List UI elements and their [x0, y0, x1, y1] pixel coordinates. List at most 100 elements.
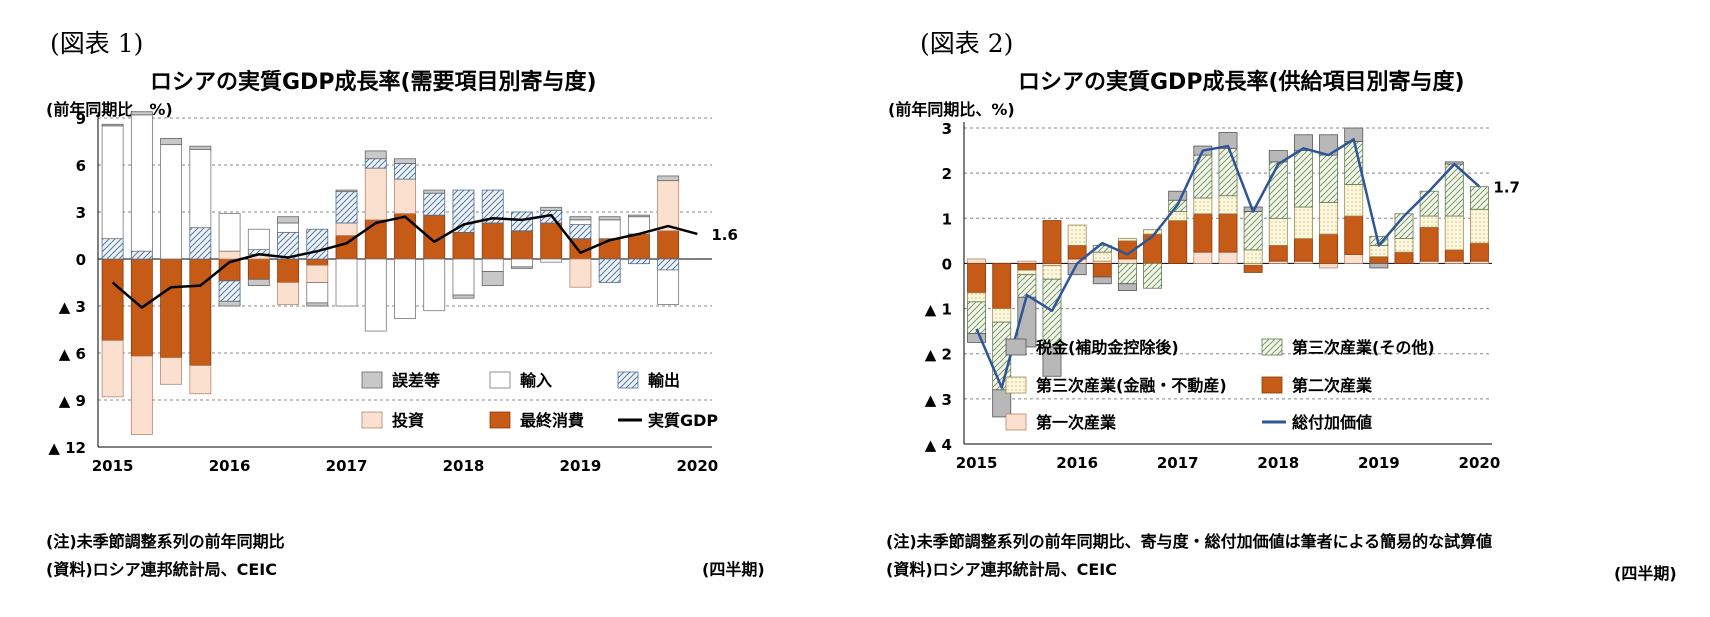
bar-consumption-2015q3 — [160, 258, 183, 359]
bar-secondary-industry-2018q2 — [1293, 238, 1313, 262]
bar-exports-2019q3 — [627, 258, 650, 265]
bar-discrepancy-2019q3 — [627, 214, 650, 218]
bar-secondary-industry-2019q4 — [1444, 249, 1464, 262]
bar-exports-2016q1 — [218, 280, 241, 302]
bar-discrepancy-2015q2 — [130, 111, 153, 116]
bar-tertiary-finance-2018q3 — [1319, 202, 1339, 235]
legend-swatch-imports — [489, 371, 511, 389]
bar-taxes-2016q3 — [1117, 283, 1137, 291]
bar-tertiary-finance-2016q3 — [1117, 238, 1137, 242]
figure-1-x-unit: (四半期) — [702, 560, 765, 579]
legend-label-secondary-industry: 第二次産業 — [1292, 376, 1373, 395]
y-tick-label: ▲ 1 — [925, 301, 952, 319]
y-tick-label: ▲ 2 — [925, 346, 952, 364]
legend-label-investment: 投資 — [392, 411, 424, 430]
bar-taxes-2015q1 — [967, 332, 987, 343]
bar-secondary-industry-2018q1 — [1268, 244, 1288, 262]
bar-tertiary-other-2018q1 — [1268, 161, 1288, 219]
bar-investment-2016q3 — [277, 282, 299, 305]
bar-exports-2015q1 — [101, 238, 124, 260]
bar-secondary-industry-2017q3 — [1218, 213, 1238, 253]
legend-label-gross-value-added: 総付加価値 — [1292, 413, 1372, 432]
line-gross-value-added — [975, 138, 1481, 389]
bar-imports-2019q4 — [657, 269, 680, 305]
bar-consumption-2016q3 — [277, 258, 299, 283]
figure-2-label: (図表 2) — [920, 29, 1014, 58]
bar-discrepancy-2016q3 — [277, 216, 299, 224]
bar-investment-2017q3 — [394, 178, 416, 214]
y-tick-label: 3 — [76, 204, 86, 222]
bar-secondary-industry-2019q3 — [1419, 226, 1439, 262]
bar-discrepancy-2019q4 — [657, 175, 680, 182]
legend-label-taxes: 税金(補助金控除後) — [1036, 338, 1179, 357]
x-tick-label: 2020 — [1459, 454, 1501, 472]
bar-tertiary-finance-2016q1 — [1067, 224, 1087, 246]
bar-tertiary-finance-2018q2 — [1293, 206, 1313, 240]
x-tick-label: 2017 — [1157, 454, 1199, 472]
y-tick-label: ▲ 6 — [59, 345, 86, 363]
bar-investment-2015q3 — [160, 357, 183, 385]
bar-exports-2015q4 — [189, 227, 212, 260]
bar-discrepancy-2018q1 — [452, 294, 475, 299]
bar-taxes-2019q1 — [1369, 263, 1389, 269]
bar-consumption-2016q2 — [247, 258, 270, 280]
legend-swatch-taxes — [1005, 338, 1027, 356]
bar-imports-2015q2 — [130, 114, 153, 252]
bar-discrepancy-2017q2 — [364, 150, 387, 160]
bar-exports-2019q2 — [598, 258, 621, 283]
bar-secondary-industry-2017q2 — [1193, 213, 1213, 253]
bar-investment-2017q2 — [364, 167, 387, 221]
end-value-label: 1.6 — [711, 226, 738, 244]
bar-primary-industry-2018q4 — [1344, 253, 1364, 264]
bar-tertiary-finance-2019q3 — [1419, 215, 1439, 228]
y-tick-label: 6 — [76, 157, 86, 175]
bar-imports-2017q1 — [335, 258, 358, 307]
bar-secondary-industry-2015q3 — [1017, 263, 1037, 271]
legend-label-exports: 輸出 — [648, 371, 680, 390]
bar-exports-2015q2 — [130, 250, 153, 260]
bar-exports-2017q1 — [335, 191, 358, 224]
legend-label-tertiary-finance: 第三次産業(金融・不動産) — [1036, 376, 1227, 395]
bar-tertiary-finance-2017q3 — [1218, 195, 1238, 215]
bar-consumption-2018q1 — [452, 231, 475, 260]
y-tick-label: ▲ 3 — [925, 391, 952, 409]
bar-tertiary-other-2017q3 — [1218, 147, 1238, 197]
bar-consumption-2019q2 — [598, 238, 621, 260]
bar-exports-2018q2 — [481, 189, 504, 224]
bar-discrepancy-2016q1 — [218, 300, 241, 307]
bar-exports-2018q3 — [511, 211, 533, 232]
figure-1-panel: (図表 1) ロシアの実質GDP成長率(需要項目別寄与度) (前年同期比、%) … — [0, 0, 830, 617]
bar-discrepancy-2018q3 — [511, 266, 533, 269]
bar-imports-2019q2 — [598, 219, 621, 240]
x-tick-label: 2017 — [326, 457, 368, 475]
x-tick-label: 2016 — [209, 457, 251, 475]
bar-consumption-2018q3 — [511, 230, 533, 260]
bar-secondary-industry-2018q3 — [1319, 233, 1339, 264]
bar-tertiary-other-2016q4 — [1143, 263, 1163, 289]
x-tick-label: 2020 — [677, 457, 719, 475]
legend-swatch-consumption — [489, 411, 511, 429]
bar-discrepancy-2015q1 — [101, 123, 124, 127]
bar-primary-industry-2015q1 — [967, 258, 987, 264]
bar-secondary-industry-2016q2 — [1092, 263, 1112, 278]
bar-discrepancy-2017q1 — [335, 189, 358, 193]
bar-discrepancy-2017q3 — [394, 158, 416, 164]
bar-tertiary-finance-2017q2 — [1193, 197, 1213, 215]
bar-imports-2018q3 — [511, 258, 533, 268]
bar-tertiary-other-2015q1 — [967, 301, 987, 334]
x-tick-label: 2018 — [1257, 454, 1299, 472]
bar-investment-2015q2 — [130, 355, 153, 435]
legend-swatch-secondary-industry — [1261, 376, 1283, 394]
bar-tertiary-finance-2015q2 — [992, 308, 1012, 323]
bar-imports-2018q4 — [540, 258, 563, 263]
x-tick-label: 2015 — [956, 454, 998, 472]
bar-investment-2017q1 — [335, 222, 358, 236]
bar-investment-2019q1 — [569, 258, 592, 288]
bar-tertiary-finance-2015q4 — [1042, 265, 1062, 280]
bar-imports-2018q1 — [452, 258, 475, 296]
bar-secondary-industry-2015q1 — [967, 263, 987, 294]
bar-imports-2019q1 — [569, 219, 592, 225]
bar-investment-2015q4 — [189, 365, 212, 395]
bar-tertiary-finance-2019q4 — [1444, 215, 1464, 251]
